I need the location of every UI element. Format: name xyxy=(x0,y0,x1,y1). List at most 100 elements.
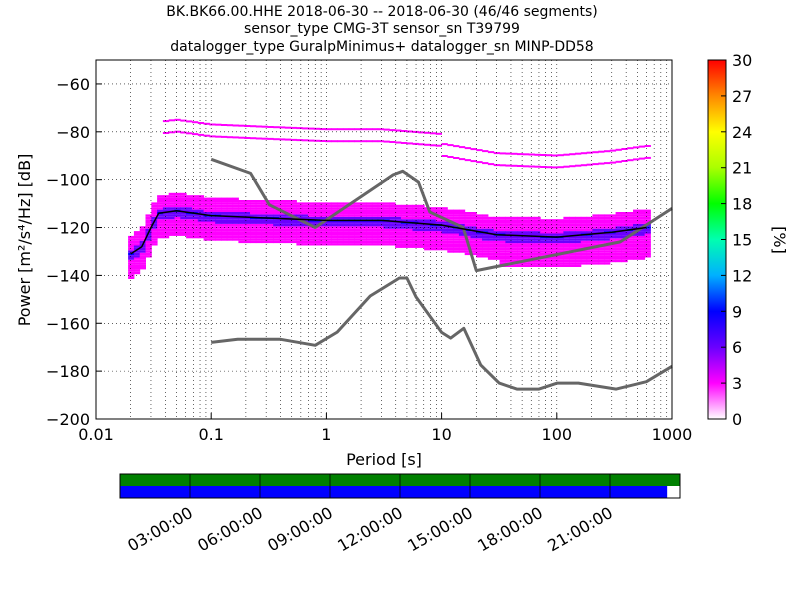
psd-cell xyxy=(348,221,355,224)
psd-cell xyxy=(180,195,187,198)
psd-cell xyxy=(429,233,437,236)
psd-cell xyxy=(162,132,170,134)
psd-cell xyxy=(389,231,396,234)
psd-cell xyxy=(406,214,413,217)
psd-cell xyxy=(296,233,303,236)
psd-cell xyxy=(215,223,222,227)
psd-cell xyxy=(215,123,222,126)
psd-cell xyxy=(133,259,141,263)
psd-cell xyxy=(395,204,402,208)
psd-cell xyxy=(232,226,239,229)
psd-cell xyxy=(621,257,628,260)
psd-cell xyxy=(215,212,222,215)
psd-cell xyxy=(244,214,251,217)
psd-cell xyxy=(453,214,460,217)
availability-timeline: 03:00:0006:00:0009:00:0012:00:0015:00:00… xyxy=(119,473,681,555)
psd-cell xyxy=(139,226,146,229)
psd-cell xyxy=(221,207,228,210)
psd-cell xyxy=(615,221,622,224)
psd-cell xyxy=(325,223,332,227)
psd-cell xyxy=(325,231,332,234)
psd-cell xyxy=(308,221,315,224)
psd-cell xyxy=(267,207,274,210)
psd-cell xyxy=(162,212,170,215)
psd-cell xyxy=(162,204,170,208)
psd-cell xyxy=(517,243,524,246)
psd-cell xyxy=(429,240,437,244)
psd-cell xyxy=(511,238,518,241)
psd-cell xyxy=(209,135,216,138)
psd-cell xyxy=(302,243,309,246)
psd-cell xyxy=(633,245,640,248)
psd-cell xyxy=(424,245,431,248)
psd-cell xyxy=(296,214,303,217)
psd-cell xyxy=(633,252,640,256)
psd-cell xyxy=(371,243,379,246)
psd-cell xyxy=(499,231,506,234)
psd-cell xyxy=(464,216,471,220)
psd-cell xyxy=(302,233,309,236)
psd-cell xyxy=(592,240,599,244)
psd-cell xyxy=(151,202,158,205)
psd-cell xyxy=(447,247,454,251)
psd-cell xyxy=(192,226,199,229)
psd-cell xyxy=(470,228,477,232)
psd-cell xyxy=(279,233,286,236)
psd-cell xyxy=(255,231,263,234)
psd-cell xyxy=(534,228,541,232)
psd-cell xyxy=(273,219,280,222)
high-noise-model-line xyxy=(210,157,673,273)
psd-cell xyxy=(162,120,170,123)
psd-cell xyxy=(395,235,402,239)
psd-cell xyxy=(284,207,292,210)
psd-cell xyxy=(313,243,321,246)
psd-cell xyxy=(592,243,599,246)
psd-cell xyxy=(313,212,321,215)
psd-cell xyxy=(133,245,141,248)
psd-cell xyxy=(412,216,419,220)
psd-cell xyxy=(389,243,396,246)
psd-cell xyxy=(406,238,413,241)
psd-cell xyxy=(511,264,518,267)
psd-cell xyxy=(604,219,611,222)
psd-cell xyxy=(157,207,164,210)
psd-cell xyxy=(627,257,634,260)
psd-cell xyxy=(313,204,321,208)
psd-cell xyxy=(238,233,245,236)
psd-cell xyxy=(197,221,205,224)
psd-cell xyxy=(180,131,187,134)
psd-cell xyxy=(383,216,390,220)
psd-cell xyxy=(493,252,500,256)
psd-cell xyxy=(499,164,506,167)
psd-cell xyxy=(226,209,234,212)
psd-cell xyxy=(487,240,495,244)
psd-cell xyxy=(534,223,541,227)
psd-cell xyxy=(534,243,541,246)
psd-cell xyxy=(487,250,495,253)
psd-cell xyxy=(168,231,175,234)
psd-cell xyxy=(226,231,234,234)
psd-cell xyxy=(250,214,257,217)
psd-cell xyxy=(157,195,164,198)
psd-cell xyxy=(238,200,245,203)
psd-cell xyxy=(580,228,588,232)
colorbar-label: [%] xyxy=(770,226,789,254)
psd-cell xyxy=(412,214,419,217)
psd-cell xyxy=(197,122,205,124)
psd-cell xyxy=(331,209,338,212)
psd-cell xyxy=(162,219,170,222)
psd-cell xyxy=(209,123,216,126)
psd-cell xyxy=(244,221,251,224)
psd-cell xyxy=(383,233,390,236)
psd-cell xyxy=(522,216,530,220)
psd-cell xyxy=(290,207,297,210)
psd-cell xyxy=(476,235,483,239)
psd-cell xyxy=(192,233,199,236)
psd-cell xyxy=(592,214,599,217)
psd-cell xyxy=(638,209,646,212)
psd-cell xyxy=(267,233,274,236)
psd-cell xyxy=(377,128,384,131)
psd-cell xyxy=(499,247,506,251)
psd-cell xyxy=(203,228,210,232)
psd-cell xyxy=(487,226,495,229)
